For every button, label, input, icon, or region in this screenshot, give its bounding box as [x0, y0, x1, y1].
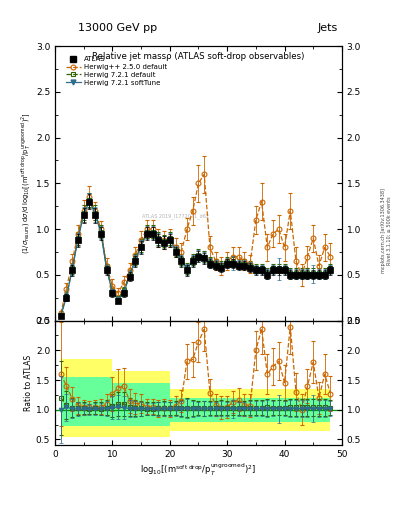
Y-axis label: $(1/\sigma_{\rm resum})$ d$\sigma$/d log$_{10}$[(m$^{\rm soft~drop}$/p$_T^{\rm u: $(1/\sigma_{\rm resum})$ d$\sigma$/d log… — [20, 113, 33, 254]
Text: mcplots.cern.ch [arXiv:1306.3438]: mcplots.cern.ch [arXiv:1306.3438] — [381, 188, 386, 273]
Text: Jets: Jets — [318, 23, 338, 33]
Legend: ATLAS, Herwig++ 2.5.0 default, Herwig 7.2.1 default, Herwig 7.2.1 softTune: ATLAS, Herwig++ 2.5.0 default, Herwig 7.… — [64, 55, 168, 87]
Text: 13000 GeV pp: 13000 GeV pp — [78, 23, 158, 33]
Text: Rivet 3.1.10; ≥ 500k events: Rivet 3.1.10; ≥ 500k events — [387, 196, 391, 265]
Text: Relative jet massρ (ATLAS soft-drop observables): Relative jet massρ (ATLAS soft-drop obse… — [92, 52, 305, 60]
Text: ATLAS 2019_I1772071_d62: ATLAS 2019_I1772071_d62 — [142, 214, 209, 219]
X-axis label: log$_{10}$[(m$^{\rm soft\ drop}$/p$_T^{\rm ungroomed}$)$^2$]: log$_{10}$[(m$^{\rm soft\ drop}$/p$_T^{\… — [140, 462, 257, 478]
Y-axis label: Ratio to ATLAS: Ratio to ATLAS — [24, 355, 33, 411]
